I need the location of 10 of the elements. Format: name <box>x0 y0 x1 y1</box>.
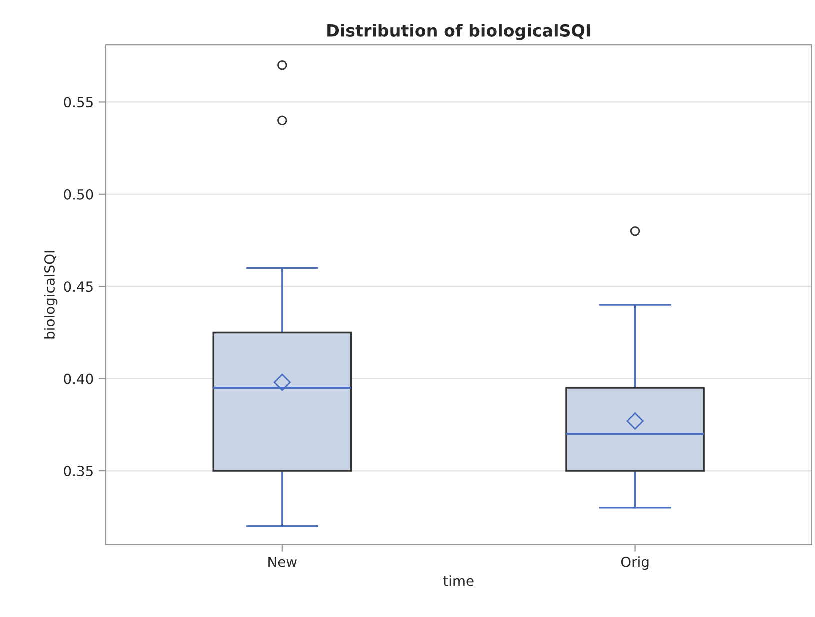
y-tick-label: 0.55 <box>64 97 93 108</box>
chart-title: Distribution of biologicalSQI <box>328 24 590 40</box>
y-tick-label: 0.45 <box>64 282 93 292</box>
x-axis-title: time <box>444 576 474 586</box>
x-tick-label: New <box>268 557 297 568</box>
y-axis-title: biologicalSQI <box>44 251 58 339</box>
y-tick-label: 0.50 <box>64 189 94 200</box>
y-tick-label: 0.40 <box>64 374 94 384</box>
x-tick-label: Orig <box>621 556 649 570</box>
y-tick-label: 0.35 <box>64 466 93 477</box>
